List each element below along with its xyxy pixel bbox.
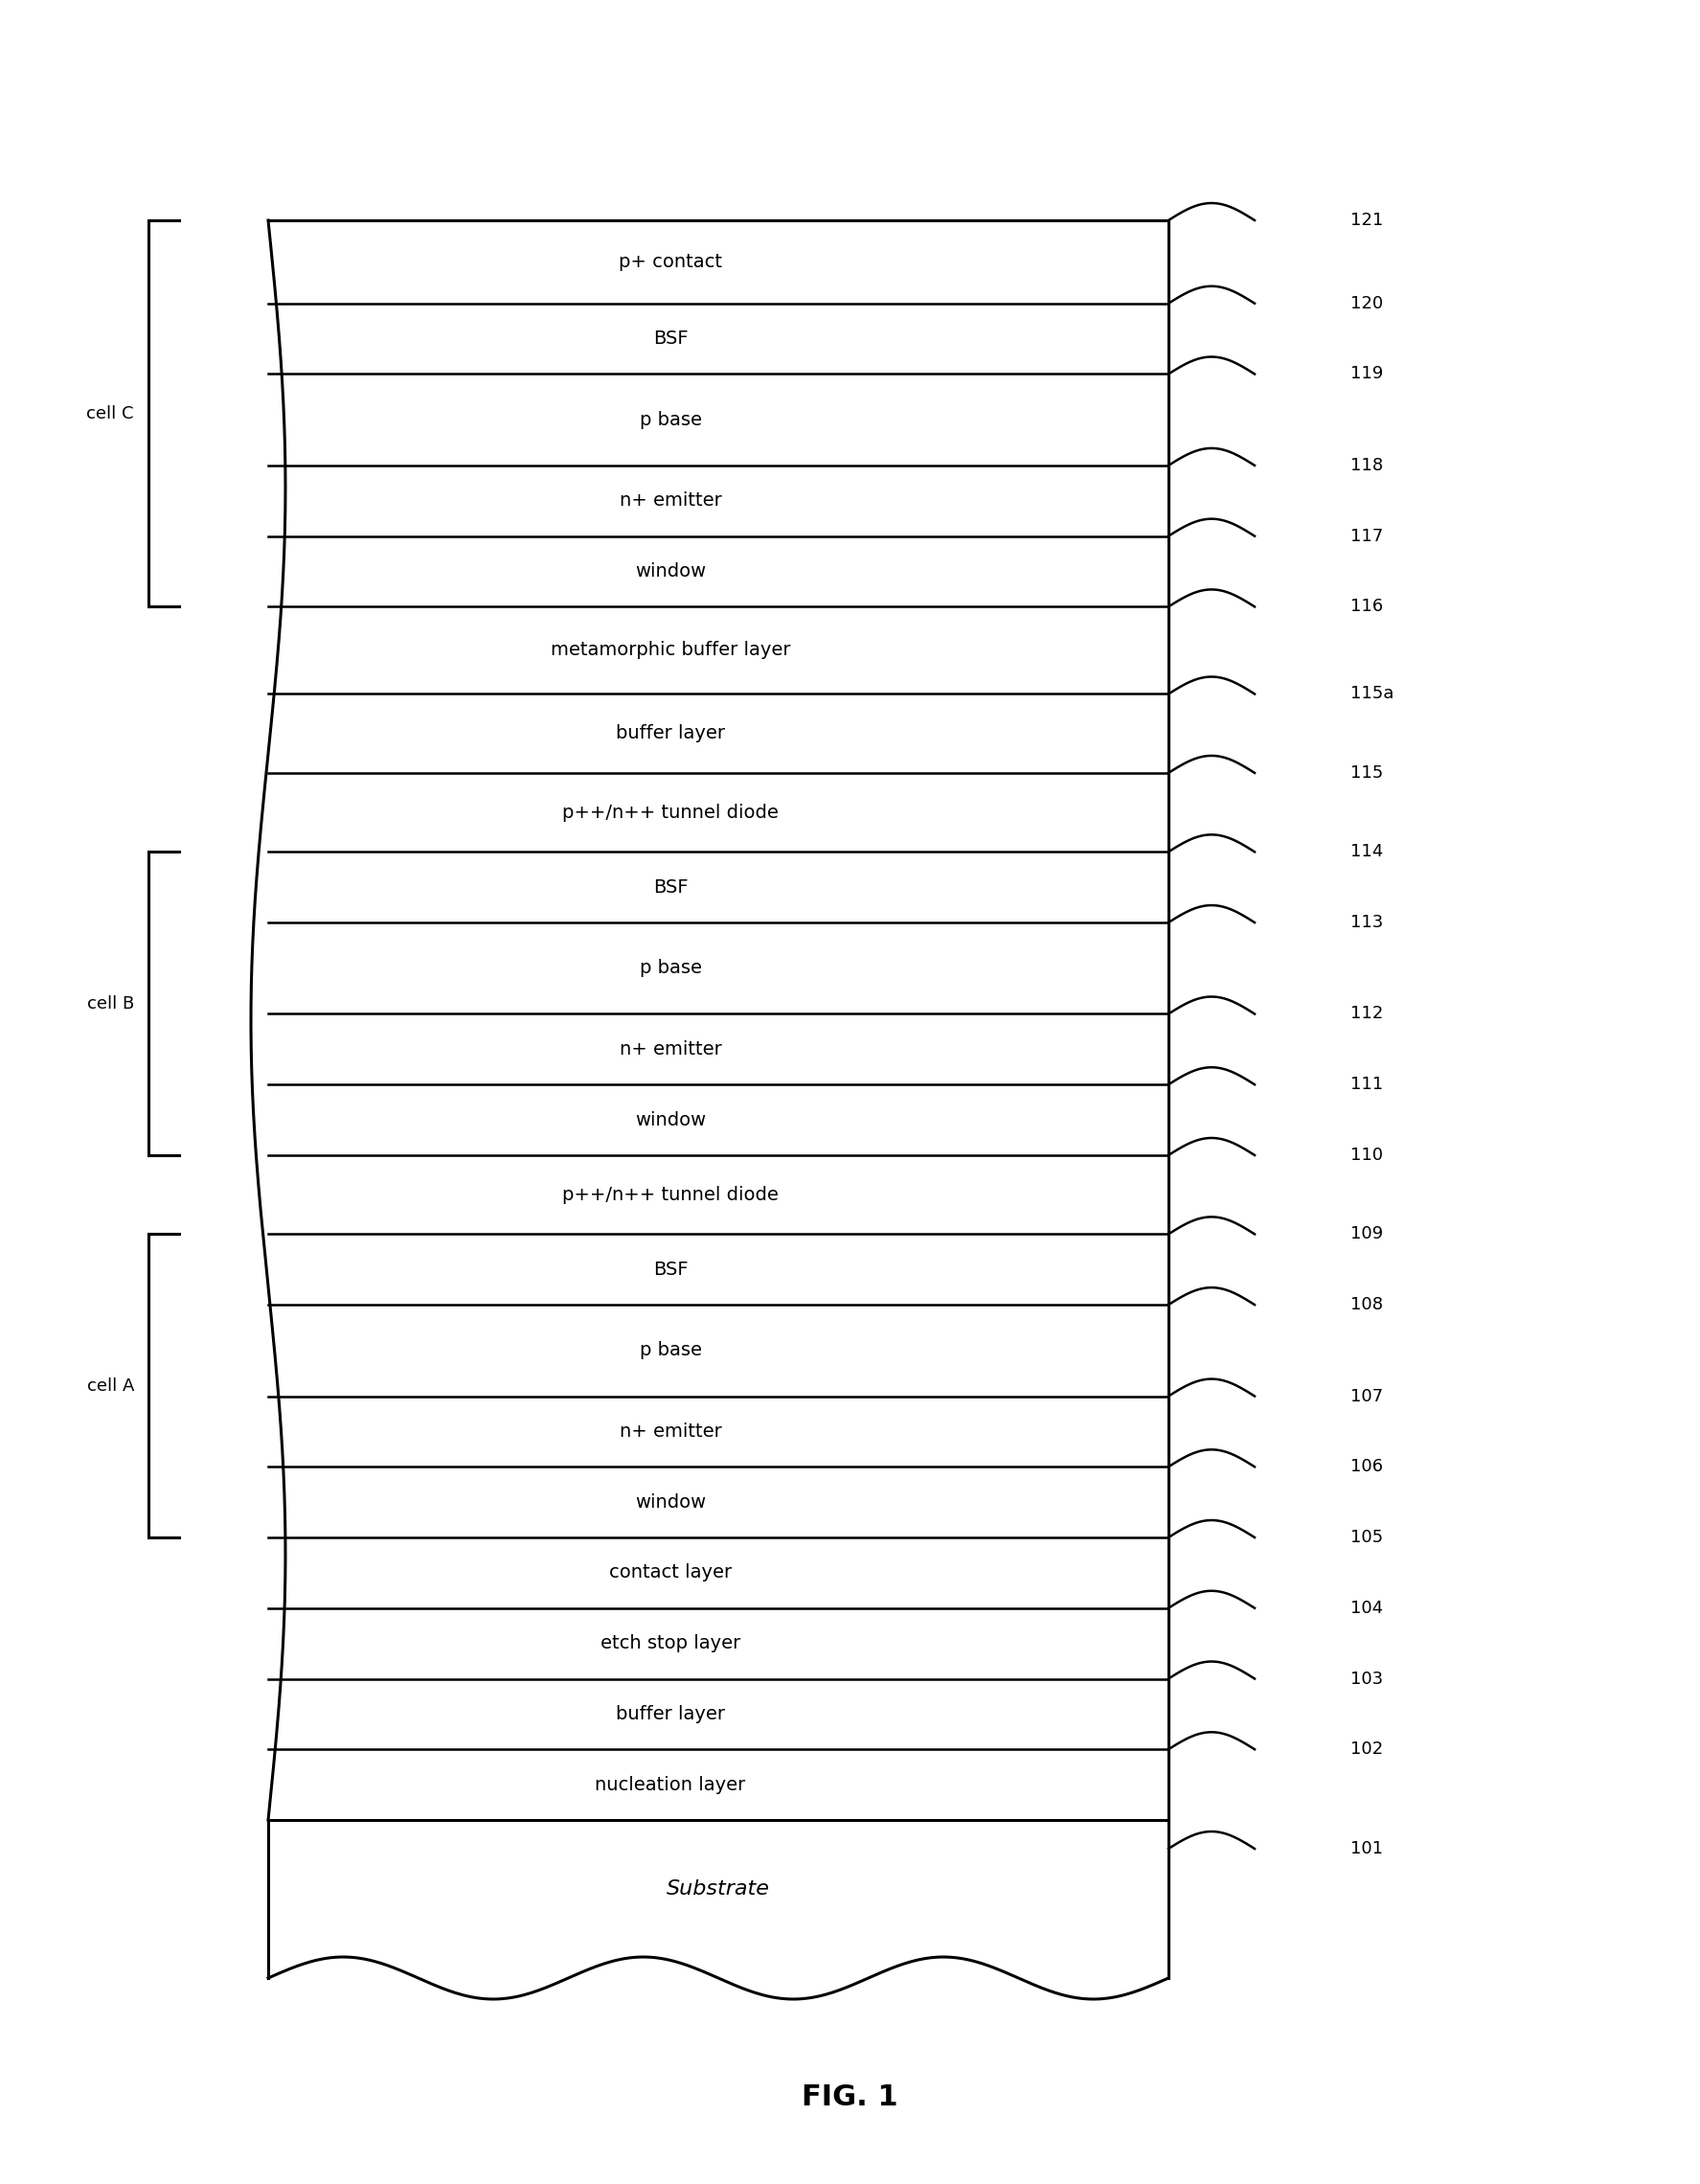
Text: n+ emitter: n+ emitter xyxy=(619,1422,721,1441)
Text: 107: 107 xyxy=(1350,1387,1384,1404)
Text: 109: 109 xyxy=(1350,1225,1384,1243)
Text: 114: 114 xyxy=(1350,843,1384,860)
Text: etch stop layer: etch stop layer xyxy=(600,1634,741,1653)
Text: cell B: cell B xyxy=(87,996,134,1011)
Text: 120: 120 xyxy=(1350,295,1384,312)
Text: p++/n++ tunnel diode: p++/n++ tunnel diode xyxy=(563,1186,779,1203)
Text: buffer layer: buffer layer xyxy=(615,1706,724,1723)
Text: 121: 121 xyxy=(1350,212,1384,229)
Text: cell A: cell A xyxy=(87,1378,134,1393)
Text: 119: 119 xyxy=(1350,365,1384,382)
Text: 108: 108 xyxy=(1350,1295,1384,1313)
Text: p++/n++ tunnel diode: p++/n++ tunnel diode xyxy=(563,804,779,821)
Text: 105: 105 xyxy=(1350,1529,1384,1546)
Text: 118: 118 xyxy=(1350,456,1384,474)
Text: BSF: BSF xyxy=(653,878,688,895)
Text: 113: 113 xyxy=(1350,913,1384,930)
Text: 111: 111 xyxy=(1350,1077,1384,1094)
Text: p base: p base xyxy=(639,959,702,976)
Text: 106: 106 xyxy=(1350,1459,1384,1476)
Text: cell C: cell C xyxy=(87,404,134,422)
Text: n+ emitter: n+ emitter xyxy=(619,1040,721,1059)
Text: window: window xyxy=(634,1494,706,1511)
Text: 101: 101 xyxy=(1350,1841,1384,1856)
Text: FIG. 1: FIG. 1 xyxy=(802,2084,898,2112)
Text: 103: 103 xyxy=(1350,1671,1384,1688)
Text: 115a: 115a xyxy=(1350,686,1394,703)
Text: window: window xyxy=(634,1112,706,1129)
Text: 104: 104 xyxy=(1350,1599,1384,1616)
Text: nucleation layer: nucleation layer xyxy=(595,1776,746,1793)
Text: 116: 116 xyxy=(1350,598,1384,616)
Text: 112: 112 xyxy=(1350,1005,1384,1022)
Text: buffer layer: buffer layer xyxy=(615,725,724,743)
Text: p base: p base xyxy=(639,411,702,428)
Text: 115: 115 xyxy=(1350,764,1384,782)
Text: 102: 102 xyxy=(1350,1741,1384,1758)
Text: Substrate: Substrate xyxy=(666,1880,770,1900)
Text: p base: p base xyxy=(639,1341,702,1361)
Text: window: window xyxy=(634,561,706,581)
Text: 110: 110 xyxy=(1350,1147,1384,1164)
Text: BSF: BSF xyxy=(653,1260,688,1278)
Text: metamorphic buffer layer: metamorphic buffer layer xyxy=(551,642,790,660)
Text: 117: 117 xyxy=(1350,529,1384,544)
Text: p+ contact: p+ contact xyxy=(619,253,722,271)
Text: n+ emitter: n+ emitter xyxy=(619,491,721,509)
Text: contact layer: contact layer xyxy=(609,1564,731,1581)
Text: BSF: BSF xyxy=(653,330,688,347)
